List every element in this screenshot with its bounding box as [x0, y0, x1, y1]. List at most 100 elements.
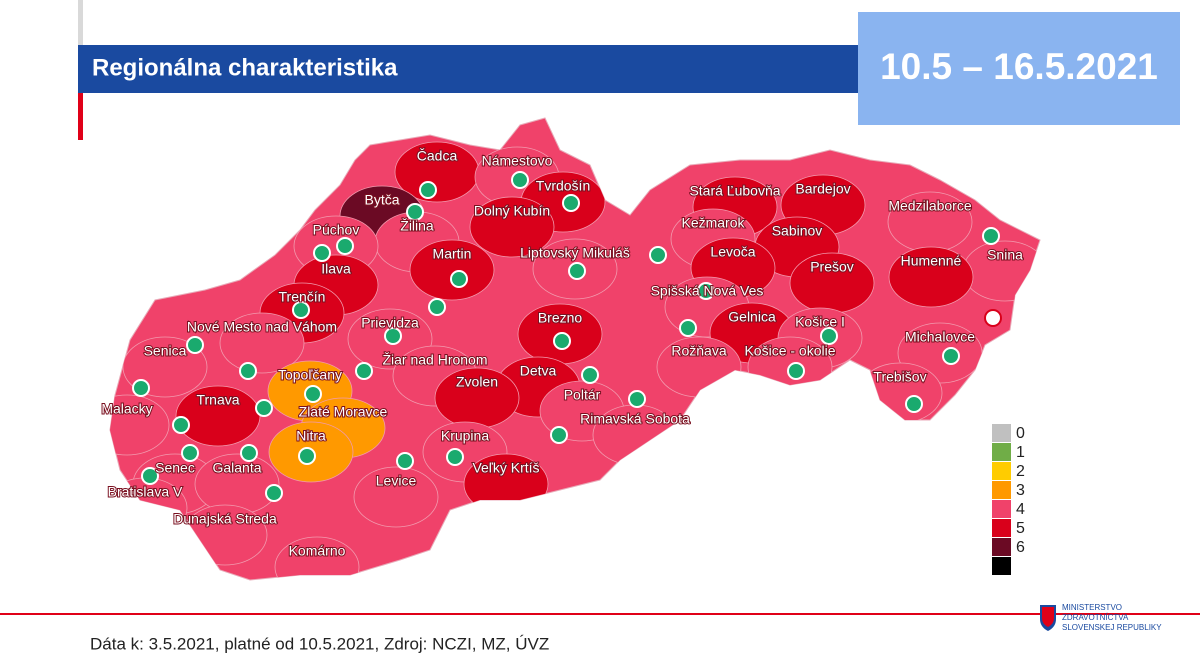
regions — [110, 141, 1040, 580]
district-label: Medzilaborce — [888, 198, 971, 214]
seat-dot — [298, 447, 316, 465]
seat-dot — [132, 379, 150, 397]
seat-dot — [292, 301, 310, 319]
legend-swatch — [992, 500, 1011, 518]
seat-dot — [141, 467, 159, 485]
district-label: Liptovský Mikuláš — [520, 245, 630, 261]
seat-dot — [905, 395, 923, 413]
district-label: Trnava — [196, 392, 239, 408]
grey-bar — [78, 0, 83, 45]
ministry-logo: MINISTERSTVO ZDRAVOTNÍCTVA SLOVENSKEJ RE… — [1040, 603, 1162, 632]
legend: 0 1 2 3 4 5 6 — [992, 424, 1025, 575]
logo-inner — [1042, 607, 1054, 627]
district-label: Stará Ľubovňa — [689, 183, 780, 199]
district-label: Levoča — [710, 244, 755, 260]
district-label: Humenné — [901, 253, 962, 269]
seat-dot — [313, 244, 331, 262]
red-bar — [78, 93, 83, 140]
logo-line: MINISTERSTVO — [1062, 603, 1122, 612]
seat-dot — [450, 270, 468, 288]
seat-dot — [181, 444, 199, 462]
special-marker — [984, 309, 1002, 327]
legend-swatch — [992, 424, 1011, 442]
district-label: Zlaté Moravce — [299, 404, 388, 420]
district-label: Detva — [520, 363, 557, 379]
district-label: Bytča — [364, 192, 399, 208]
district-label: Prievidza — [361, 315, 419, 331]
seat-dot — [239, 362, 257, 380]
seat-dot — [581, 366, 599, 384]
district-area — [469, 196, 555, 258]
seat-dot — [240, 444, 258, 462]
district-area — [888, 246, 974, 308]
district-label: Trenčín — [279, 289, 326, 305]
seat-dot — [172, 416, 190, 434]
district-label: Košice I — [795, 314, 845, 330]
date-range: 10.5 – 16.5.2021 — [880, 46, 1158, 87]
legend-swatch — [992, 538, 1011, 556]
seat-dot — [568, 262, 586, 280]
seat-dot — [649, 246, 667, 264]
legend-swatch — [992, 443, 1011, 461]
legend-swatch — [992, 462, 1011, 480]
district-label: Brezno — [538, 310, 583, 326]
seat-dot — [679, 319, 697, 337]
seat-dot — [384, 327, 402, 345]
district-label: Galanta — [212, 460, 261, 476]
seat-dot — [511, 171, 529, 189]
legend-label: 0 — [1016, 425, 1025, 442]
seat-dot — [406, 203, 424, 221]
district-label: Košice - okolie — [744, 343, 835, 359]
district-label: Sabinov — [772, 223, 823, 239]
legend-label: 5 — [1016, 520, 1025, 537]
district-label: Zvolen — [456, 374, 498, 390]
title: Regionálna charakteristika — [92, 54, 398, 81]
district-area — [110, 394, 170, 456]
district-area — [409, 239, 495, 301]
legend-label: 6 — [1016, 539, 1025, 556]
seat-dot — [336, 237, 354, 255]
district-label: Žiar nad Hronom — [382, 352, 487, 368]
district-label: Veľký Krtíš — [472, 460, 539, 476]
seat-dot — [186, 336, 204, 354]
district-label: Rožňava — [671, 343, 726, 359]
district-label: Bardejov — [795, 181, 850, 197]
district-label: Poltár — [564, 387, 601, 403]
district-area — [353, 466, 439, 528]
seat-dot — [255, 399, 273, 417]
seat-dot — [428, 298, 446, 316]
logo-line: ZDRAVOTNÍCTVA — [1062, 613, 1129, 622]
district-label: Topoľčany — [278, 367, 342, 383]
district-label: Prešov — [810, 259, 854, 275]
district-label: Krupina — [441, 428, 489, 444]
legend-swatch — [992, 557, 1011, 575]
seat-dot — [562, 194, 580, 212]
district-label: Komárno — [289, 543, 346, 559]
district-label: Martin — [433, 246, 472, 262]
district-label: Dunajská Streda — [173, 511, 277, 527]
district-label: Dolný Kubín — [474, 203, 550, 219]
seat-dot — [982, 227, 1000, 245]
legend-swatch — [992, 519, 1011, 537]
seat-dot — [628, 390, 646, 408]
district-label: Ilava — [321, 261, 351, 277]
legend-label: 3 — [1016, 482, 1025, 499]
seat-dot — [355, 362, 373, 380]
district-label: Michalovce — [905, 329, 975, 345]
legend-label: 1 — [1016, 444, 1025, 461]
seat-dot — [697, 282, 715, 300]
district-label: Malacky — [101, 401, 152, 417]
seat-dot — [265, 484, 283, 502]
seat-dot — [396, 452, 414, 470]
date-box — [858, 12, 1180, 125]
seat-dot — [550, 426, 568, 444]
seat-dot — [419, 181, 437, 199]
district-label: Senec — [155, 460, 195, 476]
district-label: Púchov — [313, 222, 360, 238]
district-label: Tvrdošín — [536, 178, 590, 194]
footer-source: Dáta k: 3.5.2021, platné od 10.5.2021, Z… — [90, 634, 549, 653]
district-label: Spišská Nová Ves — [651, 283, 764, 299]
district-label: Kežmarok — [681, 215, 745, 231]
district-label: Trebišov — [873, 369, 926, 385]
